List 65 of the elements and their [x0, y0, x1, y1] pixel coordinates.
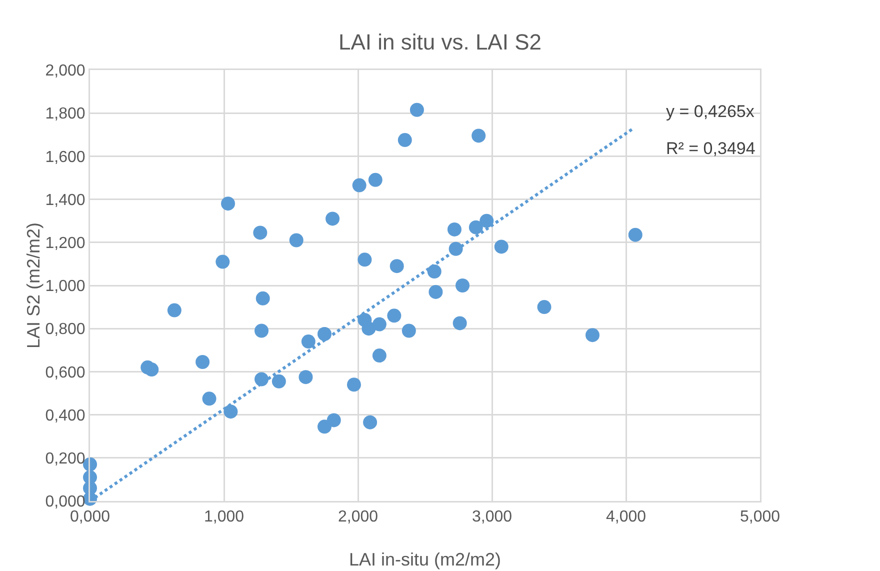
- point: [301, 334, 316, 349]
- annotation: y = 0,4265x: [666, 102, 755, 121]
- point: [398, 133, 412, 148]
- point: [318, 420, 332, 434]
- y-tick-label: 0,000: [45, 494, 86, 511]
- point: [410, 102, 424, 117]
- y-tick-label: 0,200: [45, 450, 86, 468]
- point: [537, 300, 552, 314]
- point: [216, 254, 230, 269]
- y-tick-label: 1,200: [45, 235, 86, 252]
- point: [144, 362, 159, 377]
- point: [196, 355, 210, 369]
- point: [468, 220, 483, 234]
- y-tick-label: 0,400: [45, 407, 86, 424]
- point: [494, 240, 508, 254]
- point: [456, 278, 470, 292]
- point: [202, 392, 216, 406]
- y-tick-label: 0,600: [45, 364, 86, 382]
- y-axis-title: LAI S2 (m2/m2): [23, 222, 44, 349]
- point: [289, 233, 304, 248]
- point: [346, 378, 361, 392]
- point: [326, 212, 340, 226]
- point: [358, 252, 372, 267]
- point: [254, 324, 269, 338]
- point: [480, 214, 494, 228]
- x-tick-label: 1,000: [204, 508, 244, 526]
- point: [318, 326, 332, 341]
- point: [372, 317, 386, 332]
- point: [352, 178, 366, 192]
- x-tick-label: 2,000: [338, 508, 378, 526]
- point: [628, 228, 642, 242]
- y-tick-label: 1,800: [45, 106, 86, 123]
- y-tick-label: 1,000: [45, 278, 86, 296]
- x-tick-label: 3,000: [472, 508, 512, 526]
- point: [167, 303, 182, 318]
- point: [253, 226, 268, 240]
- x-tick-label: 4,000: [606, 508, 646, 526]
- point: [221, 196, 236, 211]
- point: [586, 328, 600, 342]
- point: [390, 259, 404, 274]
- point: [428, 284, 443, 299]
- x-tick-label: 5,000: [740, 508, 780, 526]
- y-tick-label: 0,800: [45, 321, 86, 338]
- point: [272, 374, 286, 388]
- chart-title: LAI in situ vs. LAI S2: [338, 30, 542, 55]
- x-tick-label: 0,000: [70, 508, 110, 526]
- point: [256, 291, 270, 306]
- point: [402, 324, 416, 338]
- point: [427, 264, 442, 278]
- x-axis-title: LAI in-situ (m2/m2): [348, 550, 502, 570]
- point: [368, 172, 382, 187]
- point: [224, 404, 238, 419]
- y-tick-label: 1,600: [45, 148, 86, 166]
- y-tick-label: 1,400: [45, 192, 86, 209]
- point: [326, 413, 341, 428]
- annotation: R² = 0,3494: [666, 139, 756, 158]
- y-tick-label: 2,000: [45, 62, 86, 80]
- point: [363, 415, 378, 430]
- point: [298, 370, 313, 384]
- point: [447, 222, 462, 236]
- point: [472, 128, 486, 143]
- point: [362, 322, 376, 336]
- point: [452, 316, 467, 330]
- point: [372, 348, 386, 363]
- point: [387, 308, 402, 323]
